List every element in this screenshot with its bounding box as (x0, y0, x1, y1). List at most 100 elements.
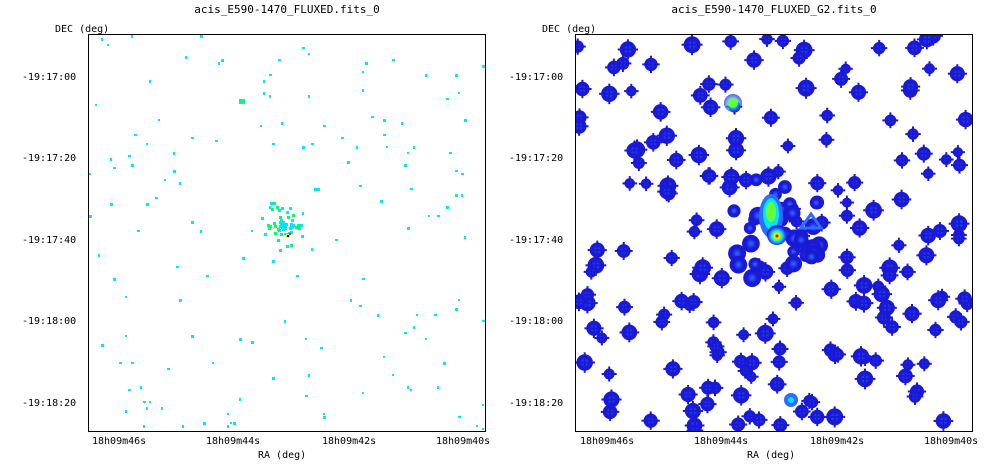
event-pixel (311, 143, 314, 145)
blob-fringe (630, 83, 633, 99)
secondary-source-core (788, 397, 794, 403)
event-pixel (241, 101, 244, 104)
event-pixel (290, 244, 293, 247)
blob-fringe (927, 225, 930, 246)
right-x-tick: 18h09m44s (694, 436, 749, 447)
event-pixel (200, 35, 203, 38)
blob-fringe (825, 132, 828, 148)
blob-fringe (691, 400, 694, 422)
event-pixel (305, 395, 308, 397)
blob-fringe (699, 86, 702, 105)
event-pixel (290, 231, 293, 234)
event-pixel (233, 422, 236, 425)
event-pixel (291, 219, 294, 222)
blob-fringe (594, 254, 597, 276)
blob-fringe (928, 61, 931, 77)
blob-fringe (576, 125, 589, 128)
blob-fringe (963, 289, 966, 308)
right-image-plot[interactable] (575, 34, 973, 432)
right-smoothed-map (576, 35, 972, 431)
blob-fringe (596, 240, 599, 260)
event-pixel (407, 386, 409, 389)
event-pixel (273, 222, 276, 225)
blob-fringe (795, 213, 798, 230)
left-image-plot[interactable] (88, 34, 486, 432)
event-pixel (377, 314, 379, 317)
left-x-axis-label: RA (deg) (258, 450, 307, 461)
event-pixel (461, 173, 464, 175)
smoothed-blob (784, 205, 801, 222)
event-pixel (356, 146, 358, 149)
event-pixel (458, 416, 461, 418)
blob-fringe (958, 156, 961, 174)
event-pixel (292, 214, 295, 217)
event-pixel (282, 228, 285, 231)
blob-fringe (846, 248, 848, 267)
blob-fringe (937, 290, 940, 311)
event-pixel (464, 119, 467, 122)
blob-fringe (880, 283, 883, 305)
blob-fringe (836, 346, 839, 363)
event-pixel (203, 422, 206, 425)
event-pixel (128, 155, 131, 157)
event-pixel (464, 236, 466, 239)
event-pixel (131, 35, 133, 38)
source-core (767, 225, 787, 245)
event-pixel (263, 80, 265, 83)
blob-fringe (906, 263, 909, 281)
event-pixel (113, 167, 116, 169)
event-pixel (185, 56, 187, 59)
event-pixel (404, 332, 407, 334)
event-pixel (281, 226, 284, 229)
event-pixel (449, 152, 452, 154)
event-pixel (268, 227, 271, 230)
blob-fringe (778, 353, 781, 371)
blob-fringe (767, 166, 770, 187)
event-pixel (311, 248, 313, 251)
blob-fringe (777, 164, 780, 180)
event-pixel (269, 225, 272, 228)
blob-fringe (670, 249, 673, 267)
blob-fringe (957, 230, 960, 247)
blob-fringe (911, 304, 913, 324)
event-pixel (308, 53, 310, 55)
event-pixel (455, 170, 458, 172)
event-pixel (269, 206, 271, 209)
event-pixel (292, 224, 295, 227)
blob-fringe (833, 406, 836, 428)
right-y-tick: -19:18:20 (509, 398, 564, 409)
blob-fringe (845, 207, 848, 224)
event-pixel (274, 225, 277, 228)
event-pixel (350, 299, 352, 302)
blob-fringe (576, 45, 586, 48)
blob-fringe (889, 112, 892, 129)
event-pixel (140, 386, 142, 389)
event-pixel (260, 125, 262, 127)
left-y-tick: -19:18:20 (22, 398, 77, 409)
blob-fringe (692, 293, 695, 311)
left-x-tick: 18h09m42s (322, 436, 377, 447)
event-pixel (280, 233, 283, 236)
blob-fringe (610, 389, 613, 410)
event-pixel (455, 308, 458, 311)
left-y-tick: -19:17:20 (22, 153, 77, 164)
event-pixel (362, 278, 365, 280)
event-pixel (155, 197, 158, 199)
blob-fringe (766, 35, 768, 47)
event-pixel (285, 223, 288, 226)
event-pixel (314, 188, 317, 191)
blob-fringe (649, 411, 652, 430)
event-pixel (143, 425, 145, 428)
blob-fringe (576, 38, 579, 55)
event-pixel (215, 140, 218, 142)
blob-fringe (786, 138, 789, 154)
smoothed-blob (778, 180, 792, 194)
blob-fringe (650, 55, 652, 74)
blob-fringe (665, 182, 668, 202)
blob-fringe (665, 125, 668, 146)
blob-fringe (826, 107, 829, 124)
event-pixel (371, 116, 374, 118)
source-halo (766, 202, 776, 222)
blob-fringe (744, 363, 747, 379)
event-pixel (308, 374, 310, 377)
